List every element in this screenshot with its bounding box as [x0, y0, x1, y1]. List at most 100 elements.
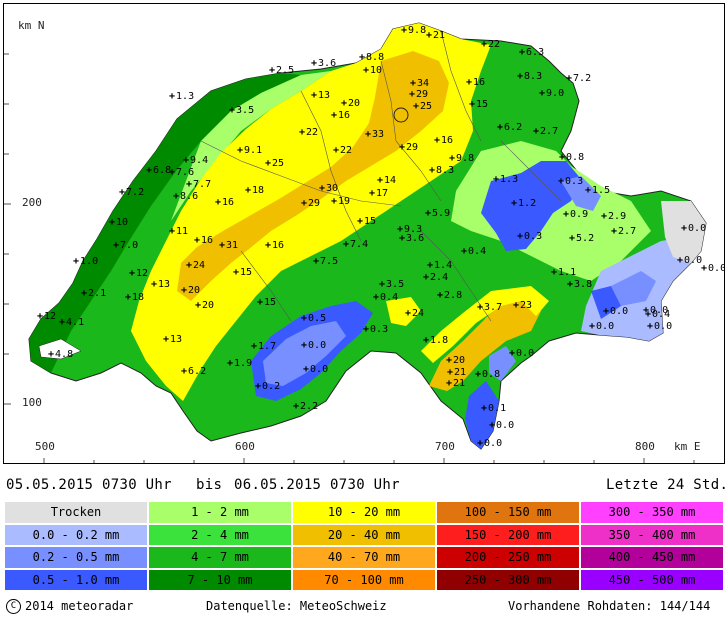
raw-data-count: Vorhandene Rohdaten: 144/144 [508, 599, 711, 613]
station-marker-icon: + [477, 302, 484, 313]
station-value: +2.7 [611, 227, 636, 237]
precip-band-0.2-0.5mm-valais [263, 321, 346, 386]
station-marker-icon: + [293, 401, 300, 412]
station-marker-icon: + [466, 77, 473, 88]
station-value: +3.5 [379, 280, 404, 290]
station-marker-icon: + [357, 216, 364, 227]
station-value-text: 2.2 [300, 401, 319, 412]
y-axis-tick-100: 100 [22, 396, 42, 409]
station-value: +15 [357, 217, 376, 227]
station-marker-icon: + [245, 185, 252, 196]
station-marker-icon: + [461, 246, 468, 257]
station-value: +24 [186, 261, 205, 271]
legend-label: 450 - 500 mm [608, 572, 696, 587]
station-value: +2.4 [423, 273, 448, 283]
station-value-text: 7.0 [120, 240, 139, 251]
station-value-text: 8.3 [524, 71, 543, 82]
station-value-text: 24 [412, 308, 425, 319]
station-value-text: 21 [433, 30, 446, 41]
legend-label: 350 - 400 mm [608, 527, 696, 542]
station-marker-icon: + [255, 381, 262, 392]
station-value-text: 21 [454, 367, 467, 378]
station-value-text: 0.0 [484, 438, 503, 449]
station-value-text: 0.8 [482, 369, 501, 380]
station-value: +6.2 [181, 367, 206, 377]
station-marker-icon: + [186, 260, 193, 271]
station-marker-icon: + [429, 165, 436, 176]
station-value: +20 [195, 301, 214, 311]
station-value-text: 5.2 [576, 233, 595, 244]
station-marker-icon: + [219, 240, 226, 251]
station-value-text: 0.5 [308, 313, 327, 324]
station-marker-icon: + [119, 187, 126, 198]
station-value: +0.0 [647, 322, 672, 332]
station-value-text: 22 [340, 145, 353, 156]
station-value-text: 2.7 [618, 226, 637, 237]
station-marker-icon: + [481, 403, 488, 414]
station-value-text: 1.3 [176, 91, 195, 102]
station-marker-icon: + [151, 279, 158, 290]
station-value-text: 17 [376, 188, 389, 199]
station-marker-icon: + [301, 198, 308, 209]
station-value: +1.3 [169, 92, 194, 102]
station-value-text: 15 [240, 267, 253, 278]
station-value-text: 7.5 [320, 256, 339, 267]
station-value-text: 16 [222, 197, 235, 208]
station-value-text: 25 [272, 158, 285, 169]
precipitation-legend: Trocken 1 - 2 mm 10 - 20 mm 100 - 150 mm 300… [4, 501, 724, 591]
station-value-text: 13 [318, 90, 331, 101]
station-value: +15 [257, 298, 276, 308]
station-value: +0.0 [643, 306, 668, 316]
station-marker-icon: + [423, 272, 430, 283]
station-value: +19 [331, 197, 350, 207]
station-value-text: 8.6 [180, 191, 199, 202]
station-value-text: 18 [252, 185, 265, 196]
station-value: +4.8 [48, 350, 73, 360]
station-marker-icon: + [551, 267, 558, 278]
station-marker-icon: + [311, 90, 318, 101]
station-marker-icon: + [681, 223, 688, 234]
station-marker-icon: + [341, 98, 348, 109]
legend-label: 10 - 20 mm [327, 505, 401, 520]
station-marker-icon: + [559, 152, 566, 163]
station-marker-icon: + [251, 341, 258, 352]
station-marker-icon: + [186, 179, 193, 190]
station-value: +1.8 [423, 336, 448, 346]
station-value-text: 20 [188, 285, 201, 296]
station-marker-icon: + [469, 99, 476, 110]
station-marker-icon: + [377, 175, 384, 186]
station-value: +9.0 [539, 89, 564, 99]
station-marker-icon: + [363, 65, 370, 76]
station-value-text: 29 [406, 142, 419, 153]
precip-band-0.5-1mm-south [465, 381, 499, 449]
station-value: +3.5 [229, 106, 254, 116]
station-value: +0.4 [461, 247, 486, 257]
station-value: +12 [37, 312, 56, 322]
x-axis-tick-700: 700 [435, 440, 455, 453]
station-value-text: 0.0 [684, 255, 703, 266]
station-value: +8.8 [359, 53, 384, 63]
station-value-text: 9.8 [408, 25, 427, 36]
station-value: +16 [265, 241, 284, 251]
station-marker-icon: + [489, 420, 496, 431]
station-value: +9.3 [397, 225, 422, 235]
station-marker-icon: + [301, 340, 308, 351]
station-marker-icon: + [257, 297, 264, 308]
station-marker-icon: + [399, 233, 406, 244]
station-value-text: 1.0 [80, 256, 99, 267]
station-value: +13 [163, 335, 182, 345]
station-marker-icon: + [59, 317, 66, 328]
station-value-text: 31 [226, 240, 239, 251]
station-value-text: 33 [372, 129, 385, 140]
station-value-text: 29 [416, 89, 429, 100]
station-value-text: 22 [306, 127, 319, 138]
station-marker-icon: + [569, 233, 576, 244]
station-marker-icon: + [449, 153, 456, 164]
station-value-text: 0.0 [310, 364, 329, 375]
station-marker-icon: + [229, 105, 236, 116]
station-value-text: 0.4 [468, 246, 487, 257]
station-value: +17 [369, 189, 388, 199]
station-value-text: 20 [348, 98, 361, 109]
station-value-text: 16 [441, 135, 454, 146]
station-value: +21 [426, 31, 445, 41]
